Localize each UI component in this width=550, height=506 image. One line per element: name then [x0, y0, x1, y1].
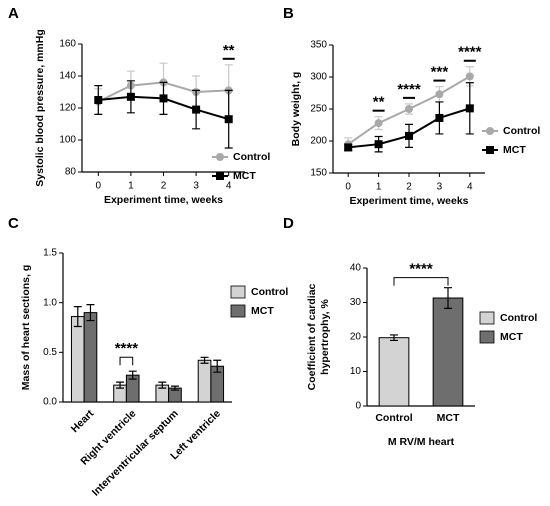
bar [432, 297, 464, 407]
y-tick-label: 150 [310, 168, 327, 179]
point [224, 115, 233, 124]
x-tick-label: 4 [226, 181, 232, 192]
annotation: **** [115, 340, 139, 357]
y-tick-label: 160 [59, 39, 76, 50]
y-tick-label: 100 [59, 135, 76, 146]
point [405, 131, 413, 140]
x-tick-label: Interventricular septum [90, 408, 181, 499]
point [435, 90, 444, 99]
bar [83, 312, 98, 403]
legend-label: MCT [500, 331, 523, 343]
x-tick-label: 1 [376, 182, 382, 193]
error-bar [200, 356, 209, 364]
x-tick-label: 0 [345, 182, 351, 193]
legend-swatch [479, 311, 495, 325]
point [344, 143, 353, 152]
x-tick-label: 1 [128, 181, 134, 192]
annotation: **** [409, 261, 433, 278]
x-axis-label: Experiment time, weeks [349, 195, 468, 207]
legend-label: Control [233, 151, 270, 163]
significance-bracket [119, 356, 134, 366]
x-tick-label: 2 [161, 181, 167, 192]
x-tick-label: 2 [406, 182, 412, 193]
panel-label: D [283, 215, 294, 232]
annotation: **** [397, 81, 421, 98]
y-tick-label: 1.0 [43, 297, 57, 308]
point [435, 113, 444, 122]
error-bar [213, 359, 222, 373]
x-tick-label: 0 [96, 181, 102, 192]
point [374, 140, 383, 149]
panel-label: C [8, 215, 19, 232]
y-tick-label: 40 [350, 263, 362, 274]
x-tick-label: Control [375, 412, 412, 424]
point [126, 92, 135, 101]
point [465, 104, 474, 113]
x-tick-label: 3 [193, 181, 199, 192]
error-bar [158, 381, 167, 389]
y-tick-label: 200 [310, 136, 327, 147]
y-tick-label: 350 [310, 40, 327, 51]
point [159, 94, 168, 103]
error-bar [116, 381, 125, 389]
point [405, 105, 413, 113]
x-tick-label: MCT [437, 412, 460, 424]
y-tick-label: 120 [59, 103, 76, 114]
error-bar [170, 385, 179, 391]
error-bar [390, 334, 398, 342]
y-axis-label: Systolic blood pressure, mmHg [34, 29, 46, 187]
error-bar [444, 287, 452, 309]
y-tick-label: 30 [350, 297, 362, 308]
y-tick-label: 0.0 [43, 397, 57, 408]
bar [378, 337, 410, 407]
legend-marker [486, 146, 494, 154]
x-tick-label: Heart [69, 407, 97, 435]
y-tick-label: 140 [59, 71, 76, 82]
point [192, 105, 201, 114]
y-axis-label: Coefficient of cardiachypertrophy, % [306, 283, 331, 390]
annotation: **** [458, 44, 482, 61]
significance-bracket [393, 277, 449, 286]
y-axis-label: Mass of heart sections, g [20, 265, 32, 390]
legend-label: Control [251, 286, 288, 298]
error-bar [73, 306, 82, 328]
x-axis-label: M RV/M heart [388, 436, 455, 448]
bar [70, 316, 85, 403]
y-tick-label: 10 [350, 366, 362, 377]
annotation: ** [373, 94, 385, 111]
point [94, 96, 103, 104]
y-tick-label: 0 [355, 401, 361, 412]
legend-swatch [230, 304, 246, 318]
legend-marker [486, 127, 494, 135]
legend-swatch [230, 285, 246, 299]
x-tick-label: 3 [437, 182, 443, 193]
x-axis-label: Experiment time, weeks [104, 194, 223, 206]
x-tick-label: 4 [467, 182, 473, 193]
y-tick-label: 250 [310, 104, 327, 115]
point [465, 72, 474, 81]
y-tick-label: 1.5 [43, 248, 57, 259]
y-tick-label: 0.5 [43, 347, 57, 358]
y-tick-label: 80 [65, 167, 77, 178]
annotation: *** [431, 64, 449, 81]
y-axis-label: Body weight, g [290, 72, 302, 147]
error-bar [86, 304, 95, 322]
legend-label: MCT [503, 144, 526, 156]
legend-label: MCT [251, 305, 274, 317]
y-tick-label: 20 [350, 332, 362, 343]
bar [197, 359, 212, 403]
legend-label: Control [503, 125, 540, 137]
legend-marker [216, 172, 224, 180]
legend-marker [216, 153, 224, 161]
panel-label: A [8, 5, 19, 22]
legend-swatch [479, 330, 495, 344]
y-tick-label: 300 [310, 72, 327, 83]
panel-label: B [283, 5, 294, 22]
point [374, 119, 383, 128]
legend-label: MCT [233, 170, 256, 182]
annotation: ** [223, 42, 235, 59]
legend-label: Control [500, 312, 537, 324]
error-bar [128, 370, 137, 380]
